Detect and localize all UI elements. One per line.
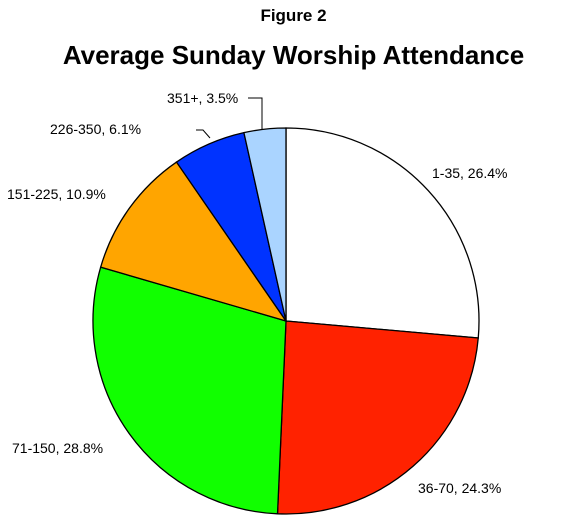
pie-slice-36-70: [276, 320, 479, 515]
leader-line-226-350: [196, 129, 211, 139]
leader-line-351+: [248, 97, 263, 129]
pie-slice-71-150: [92, 266, 287, 515]
slice-label-1-35: 1-35, 26.4%: [432, 165, 508, 181]
slice-label-151-225: 151-225, 10.9%: [7, 186, 106, 202]
slice-label-71-150: 71-150, 28.8%: [12, 440, 103, 456]
slice-label-36-70: 36-70, 24.3%: [418, 480, 501, 496]
figure-label: Figure 2: [260, 6, 327, 25]
pie-slice-1-35: [285, 127, 480, 339]
slice-label-351+: 351+, 3.5%: [167, 90, 238, 106]
slice-label-226-350: 226-350, 6.1%: [50, 121, 141, 137]
pie-slice-351+: [243, 127, 287, 322]
chart-title: Average Sunday Worship Attendance: [62, 40, 525, 70]
pie-slice-151-225: [99, 161, 288, 323]
